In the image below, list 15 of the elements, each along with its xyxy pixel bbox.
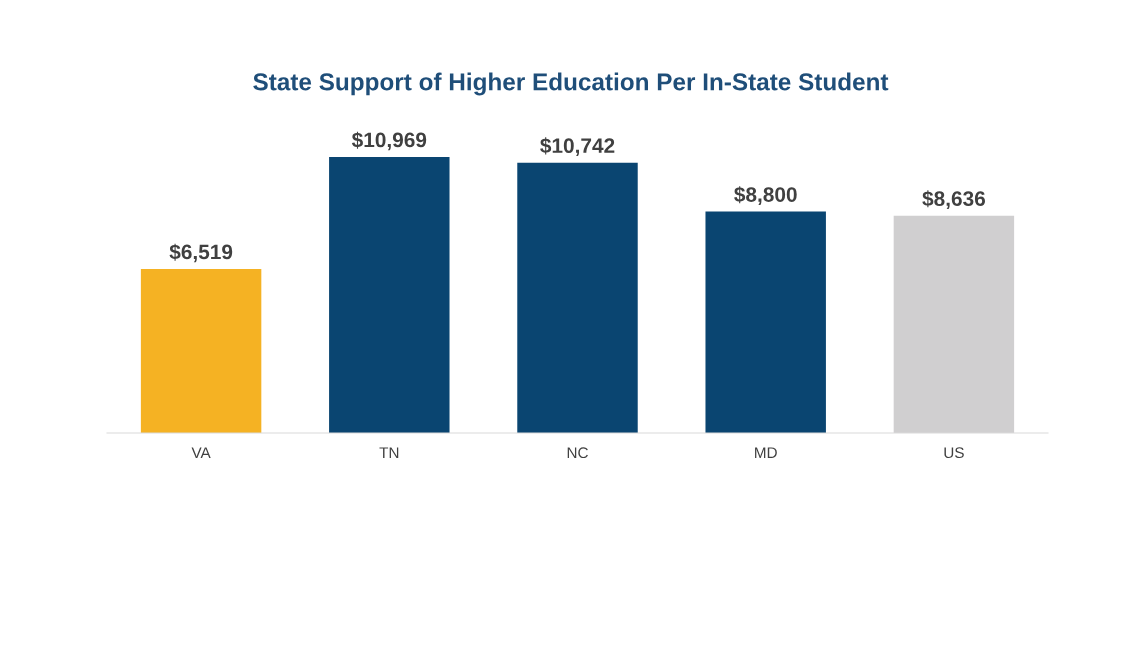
x-tick-label: MD [755,447,777,458]
data-label: $10,969 [351,131,427,151]
data-label: $6,519 [169,243,233,263]
x-tick-label: NC [567,447,588,459]
data-label: $8,800 [734,186,797,205]
bar [517,162,638,433]
data-label: $8,636 [922,190,986,210]
x-tick-label: VA [191,447,211,458]
bar [140,268,262,433]
chart-title: State Support of Higher Education Per In-State Student [253,72,889,96]
x-tick-label: US [944,447,964,459]
bar [705,211,826,433]
x-tick-label: TN [379,447,399,458]
data-label: $10,742 [540,137,615,157]
bar [329,157,450,433]
